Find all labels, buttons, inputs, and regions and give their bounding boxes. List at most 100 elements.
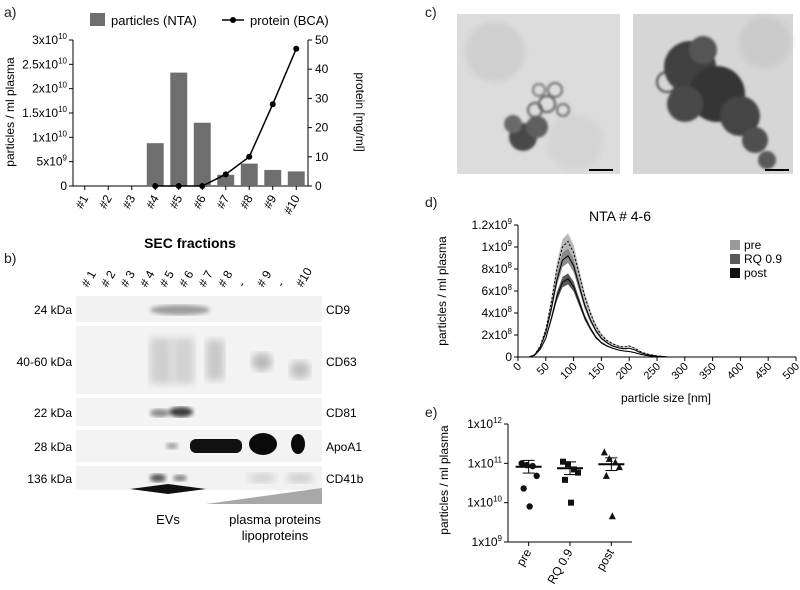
a-x-tick-label: #10 — [281, 192, 303, 217]
b-lane-label: - — [273, 279, 287, 289]
a-right-tick-label: 10 — [315, 150, 329, 164]
panel-e-particle-dot-plot: 1x109 1x1010 1x1011 1x1012 pre RQ 0.9 post pa… — [437, 416, 632, 586]
kda-label-cd41b: 136 kDa — [27, 472, 72, 486]
a-protein-point — [269, 101, 276, 108]
d-y-tick-label: 0 — [505, 350, 512, 364]
kda-label-cd81: 22 kDa — [34, 406, 72, 420]
b-lane-label: # 2 — [98, 268, 119, 290]
e-point-pre — [518, 460, 525, 467]
d-x-tick-label: 300 — [669, 361, 690, 382]
protein-wedge — [206, 488, 322, 504]
protein-label-cd63: CD63 — [326, 355, 357, 369]
blot-row-cd9 — [76, 296, 322, 322]
d-x-tick-label: 150 — [586, 361, 607, 382]
a-bar-f4 — [146, 143, 164, 186]
protein-label-cd9: CD9 — [326, 303, 350, 317]
panel-d-nta-size-distribution: NTA # 4-6 0 2x108 4x108 6x108 8x108 1x109 1.2x… — [435, 208, 800, 405]
ev-label: EVs — [156, 512, 180, 527]
a-x-tick-label: #7 — [214, 192, 233, 211]
e-y-tick-label: 1x109 — [472, 534, 503, 549]
b-lane-label: # 8 — [215, 268, 236, 290]
b-lane-label: # 9 — [254, 268, 275, 290]
panel-d-x-label: particle size [nm] — [621, 391, 711, 405]
blot-row-apoa1 — [76, 430, 322, 462]
a-bar-f7 — [217, 174, 235, 186]
a-right-tick-label: 50 — [315, 33, 329, 47]
a-bar-f5 — [170, 72, 188, 186]
panel-label-e: e) — [425, 404, 438, 420]
panel-label-a: a) — [4, 4, 17, 20]
e-x-tick-label: RQ 0.9 — [544, 546, 575, 586]
e-point-rq09 — [571, 466, 577, 473]
e-point-pre — [520, 485, 527, 492]
b-lane-label: # 3 — [117, 268, 138, 290]
d-legend-label: RQ 0.9 — [744, 252, 782, 266]
a-left-tick-label: 0 — [60, 179, 67, 193]
a-bar-f9 — [264, 169, 282, 186]
e-point-rq09 — [575, 469, 581, 476]
d-y-tick-label: 2x108 — [482, 327, 513, 342]
d-y-tick-label: 8x108 — [482, 261, 513, 276]
d-legend-swatch — [730, 254, 740, 264]
d-legend-label: pre — [744, 238, 762, 252]
d-x-tick-label: 200 — [614, 361, 635, 382]
a-x-tick-label: #4 — [143, 192, 162, 211]
d-band-post — [518, 273, 796, 357]
d-legend-swatch — [730, 240, 740, 250]
d-x-tick-label: 50 — [535, 361, 552, 378]
d-legend-label: post — [744, 266, 767, 280]
e-point-rq09 — [562, 476, 568, 483]
d-y-tick-label: 1.2x109 — [472, 217, 513, 232]
d-x-tick-label: 400 — [725, 361, 746, 382]
a-x-tick-label: #3 — [120, 192, 139, 211]
a-x-tick-label: #2 — [96, 192, 115, 211]
b-lane-label: # 4 — [137, 268, 158, 290]
d-y-tick-label: 1x109 — [482, 239, 513, 254]
d-x-tick-label: 450 — [753, 361, 774, 382]
b-lane-label: # 6 — [176, 268, 197, 290]
d-y-tick-label: 4x108 — [482, 305, 513, 320]
panel-e-y-label: particles / ml plasma — [437, 425, 451, 535]
a-bar-f10 — [287, 171, 305, 186]
legend-bars-label: particles (NTA) — [111, 13, 197, 28]
blot-row-cd81 — [76, 398, 322, 426]
a-left-tick-label: 1x1010 — [32, 129, 67, 144]
b-lane-label: # 7 — [195, 268, 216, 290]
plasma-proteins-label: plasma proteins — [229, 512, 321, 527]
a-left-tick-label: 5x109 — [37, 154, 68, 169]
em-image-right — [633, 14, 793, 174]
e-point-pre — [533, 472, 540, 480]
e-y-tick-label: 1x1011 — [468, 455, 503, 470]
ev-wedge — [130, 484, 206, 494]
a-protein-point — [246, 153, 253, 160]
panel-a-bar-line-chart: particles (NTA) protein (BCA) 0 5x109 1x10… — [3, 13, 367, 251]
e-point-pre — [529, 462, 536, 470]
b-lane-label: # 1 — [78, 268, 99, 290]
e-point-post — [615, 463, 623, 471]
kda-label-cd63: 40-60 kDa — [17, 355, 73, 369]
d-x-tick-label: 500 — [781, 361, 800, 382]
protein-label-cd41b: CD41b — [326, 472, 364, 486]
e-point-rq09 — [560, 458, 566, 465]
panel-a-x-label: SEC fractions — [144, 235, 236, 251]
a-left-tick-label: 2x1010 — [32, 81, 67, 96]
blot-row-cd63 — [76, 326, 322, 394]
a-x-tick-label: #1 — [73, 192, 92, 211]
a-right-tick-label: 0 — [315, 179, 322, 193]
e-point-post — [611, 458, 619, 466]
a-bar-f6 — [193, 122, 211, 186]
panel-label-c: c) — [425, 4, 437, 20]
a-left-tick-label: 1.5x1010 — [22, 105, 67, 120]
protein-label-cd81: CD81 — [326, 406, 357, 420]
e-y-tick-label: 1x1010 — [467, 495, 502, 510]
panel-c-electron-micrographs — [457, 14, 793, 174]
a-x-tick-label: #9 — [261, 192, 280, 211]
a-x-tick-label: #8 — [237, 192, 256, 211]
a-x-tick-label: #6 — [190, 192, 209, 211]
a-right-tick-label: 30 — [315, 91, 329, 105]
e-point-post — [602, 471, 610, 479]
b-lane-label: - — [234, 279, 248, 289]
a-x-tick-label: #5 — [167, 192, 186, 211]
e-x-tick-label: pre — [513, 546, 534, 568]
